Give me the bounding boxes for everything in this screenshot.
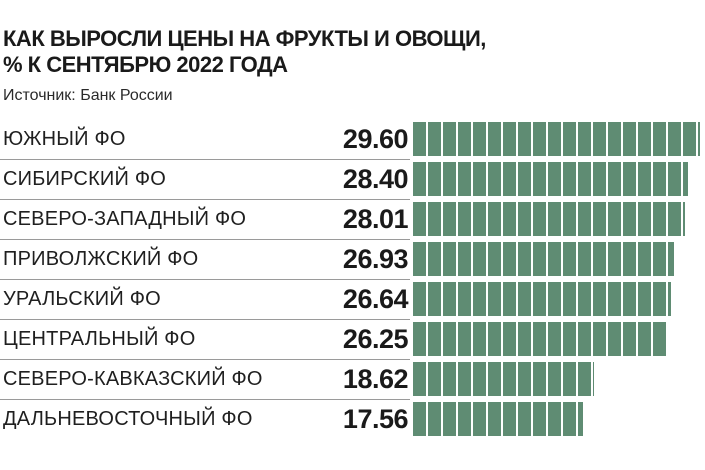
row-divider [0,399,410,400]
bar-row: СИБИРСКИЙ ФО 28.40 [0,159,705,199]
bar-row: ЦЕНТРАЛЬНЫЙ ФО 26.25 [0,319,705,359]
row-divider [0,239,410,240]
category-label: ЮЖНЫЙ ФО [3,128,126,150]
chart-title-line-1: КАК ВЫРОСЛИ ЦЕНЫ НА ФРУКТЫ И ОВОЩИ, [3,26,486,51]
bar-row: ЮЖНЫЙ ФО 29.60 [0,119,705,159]
row-divider [0,279,410,280]
row-divider [0,159,410,160]
value-label: 26.64 [342,284,409,314]
bar-row: ПРИВОЛЖСКИЙ ФО 26.93 [0,239,705,279]
value-label: 26.25 [342,324,409,354]
bar-row: ДАЛЬНЕВОСТОЧНЫЙ ФО 17.56 [0,399,705,439]
bar [413,202,685,236]
bar-row: СЕВЕРО-КАВКАЗСКИЙ ФО 18.62 [0,359,705,399]
bar [413,402,583,436]
bar [413,322,668,356]
bar-row: УРАЛЬСКИЙ ФО 26.64 [0,279,705,319]
bar [413,242,674,276]
category-label: СЕВЕРО-КАВКАЗСКИЙ ФО [3,368,263,390]
category-label: СИБИРСКИЙ ФО [3,168,166,190]
value-label: 26.93 [342,244,409,274]
value-label: 28.40 [342,164,409,194]
bar [413,162,688,196]
value-label: 18.62 [342,364,409,394]
chart-title: КАК ВЫРОСЛИ ЦЕНЫ НА ФРУКТЫ И ОВОЩИ, % К … [3,26,693,78]
row-divider [0,319,410,320]
bar-row: СЕВЕРО-ЗАПАДНЫЙ ФО 28.01 [0,199,705,239]
bar [413,362,594,396]
row-divider [0,199,410,200]
chart-title-line-2: % К СЕНТЯБРЮ 2022 ГОДА [3,52,288,77]
bar-chart: ЮЖНЫЙ ФО 29.60 СИБИРСКИЙ ФО 28.40 СЕВЕРО-ЗАП… [0,119,705,441]
category-label: УРАЛЬСКИЙ ФО [3,288,161,310]
source-note: Источник: Банк России [3,87,173,104]
value-label: 29.60 [342,124,409,154]
category-label: ДАЛЬНЕВОСТОЧНЫЙ ФО [3,408,253,430]
bar [413,122,700,156]
value-label: 28.01 [342,204,409,234]
value-label: 17.56 [342,404,409,434]
category-label: СЕВЕРО-ЗАПАДНЫЙ ФО [3,208,247,230]
category-label: ЦЕНТРАЛЬНЫЙ ФО [3,328,196,350]
bar [413,282,671,316]
row-divider [0,359,410,360]
category-label: ПРИВОЛЖСКИЙ ФО [3,248,199,270]
